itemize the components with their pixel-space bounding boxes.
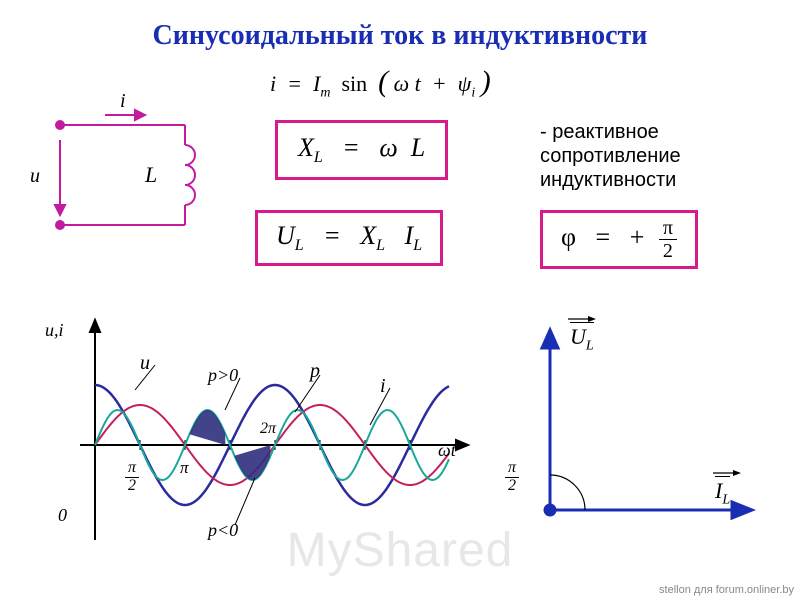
eq-plus: + — [432, 71, 447, 96]
vector-IL-label: IL — [715, 476, 730, 508]
vec-I-sub: L — [722, 492, 730, 507]
ul-L3: L — [413, 237, 422, 254]
phi-eq: = — [596, 222, 611, 251]
page-title: Синусоидальный ток в индуктивности — [0, 20, 800, 52]
reactive-label: - реактивное сопротивление индуктивности — [540, 120, 681, 192]
wave-i-label: i — [380, 375, 386, 398]
tick-pi2: π2 — [125, 460, 139, 495]
vec-U-sub: L — [586, 338, 594, 353]
ul-I: I — [405, 221, 414, 250]
phi-pi: π — [659, 217, 677, 240]
xl-omega: ω — [379, 133, 397, 162]
eq-Im-sub: m — [320, 85, 330, 100]
ul-L2: L — [376, 237, 385, 254]
eq-t: t — [415, 71, 421, 96]
formula-xl: XL = ω L — [275, 120, 448, 180]
vec-pi: π — [505, 460, 519, 478]
vec-two: 2 — [505, 478, 519, 495]
tick-pi: π — [180, 458, 189, 478]
circuit-i-label: i — [120, 90, 126, 113]
circuit-u-label: u — [30, 165, 40, 188]
phi-phi: φ — [561, 222, 576, 251]
p-pos-label: p>0 — [208, 365, 238, 386]
xl-L: L — [411, 133, 425, 162]
ul-L1: L — [295, 237, 304, 254]
watermark-myshared: MyShared — [0, 523, 800, 578]
eq-psi: ψ — [458, 71, 472, 96]
eq-omega: ω — [394, 71, 410, 96]
equation-current: i = Im sin ( ω t + ψi ) — [270, 65, 491, 101]
ul-U: U — [276, 221, 295, 250]
xl-Lsub: L — [314, 149, 323, 166]
eq-psi-sub: i — [471, 85, 475, 100]
tick-2pi: 2π — [260, 420, 276, 438]
vector-UL-label: UL — [570, 322, 594, 354]
vector-angle-label: π 2 — [505, 460, 519, 495]
eq-lhs: i — [270, 71, 276, 96]
formula-phi: φ = + π 2 — [540, 210, 698, 269]
ul-X: X — [360, 221, 376, 250]
vec-U: U — [570, 324, 586, 349]
circuit-schematic: i u L — [45, 100, 215, 250]
ul-eq: = — [323, 221, 341, 250]
phi-two: 2 — [659, 240, 677, 262]
watermark-forum: stellon для forum.onliner.by — [659, 584, 794, 596]
xl-eq: = — [342, 133, 360, 162]
eq-sin: sin — [341, 71, 367, 96]
circuit-L-label: L — [145, 162, 157, 188]
formula-ul: UL = XL IL — [255, 210, 443, 266]
wave-p-label: p — [310, 360, 320, 383]
wave-u-label: u — [140, 352, 150, 375]
graph-ylabel: u,i — [45, 320, 64, 341]
xl-X: X — [298, 133, 314, 162]
graph-xlabel: ωt — [438, 440, 456, 461]
phi-plus: + — [630, 222, 645, 251]
